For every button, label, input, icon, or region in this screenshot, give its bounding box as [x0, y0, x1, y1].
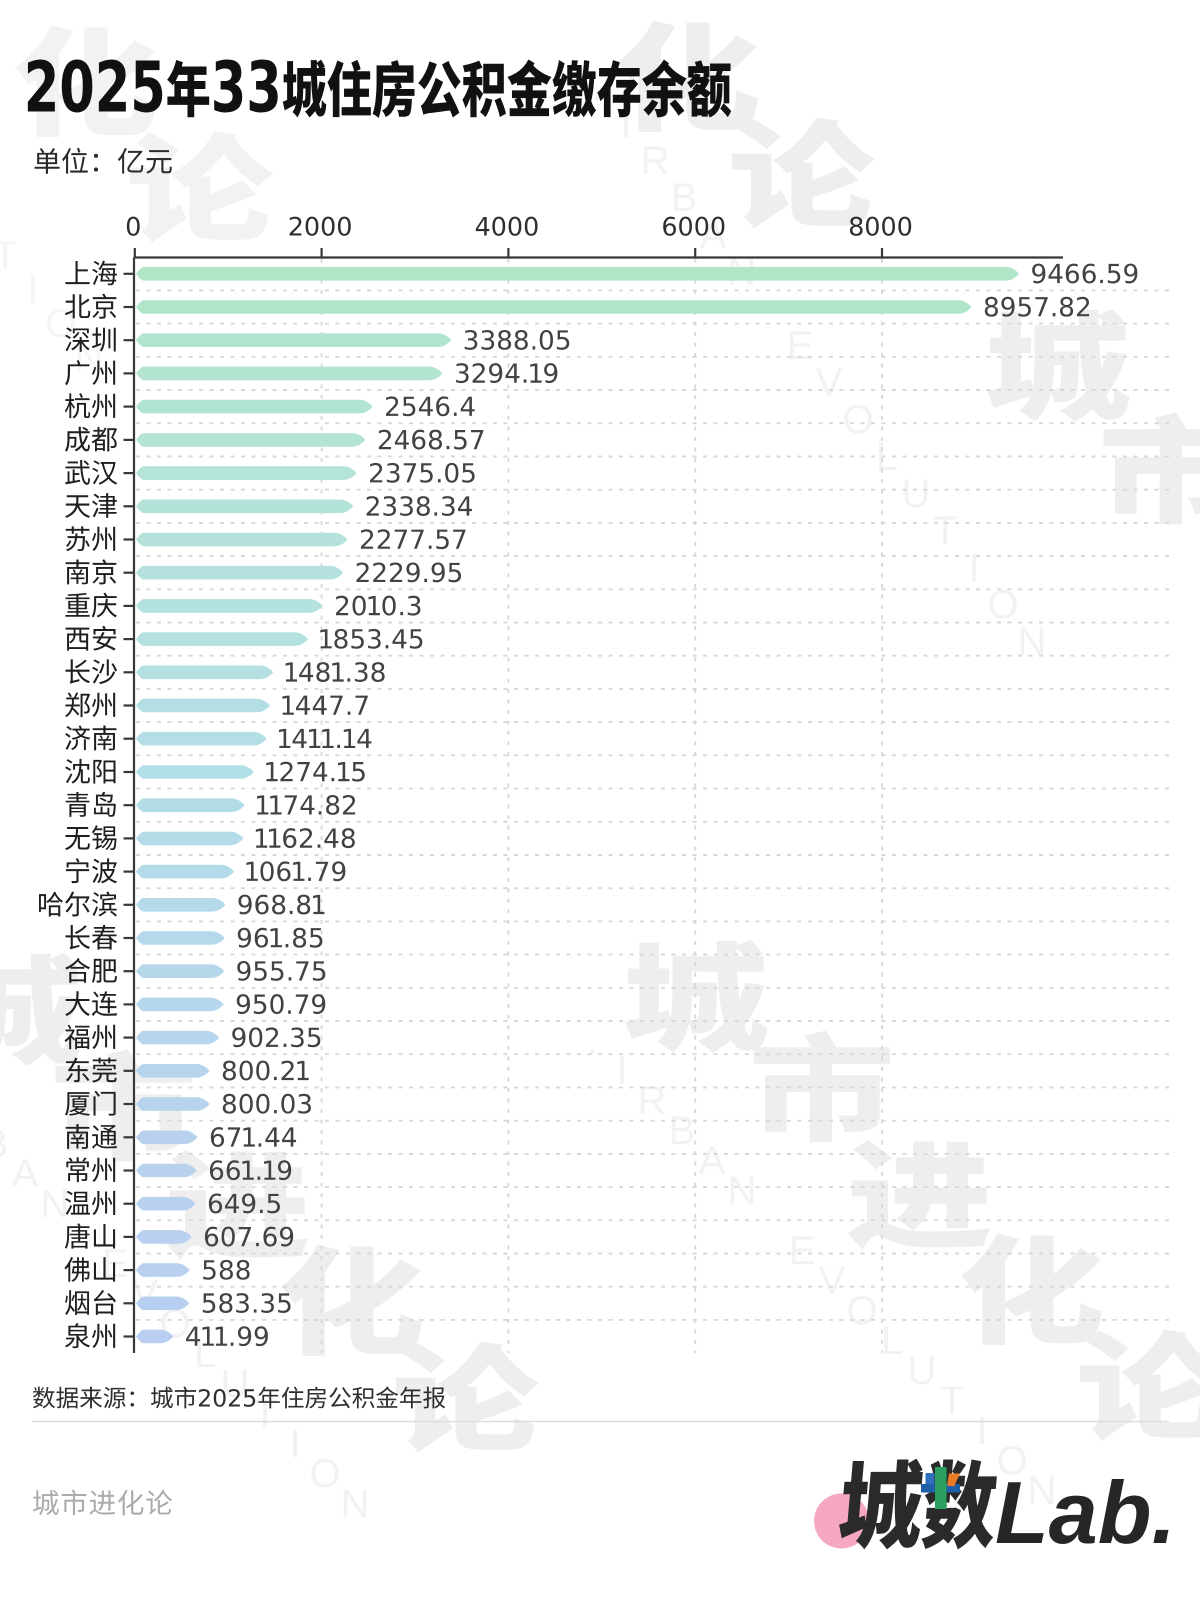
svg-text:E: E [789, 1229, 816, 1273]
svg-text:I: I [616, 1049, 627, 1093]
svg-text:O: O [309, 1452, 340, 1496]
svg-text:A: A [699, 1139, 726, 1183]
svg-text:T: T [0, 234, 17, 278]
svg-text:N: N [1028, 1469, 1057, 1513]
svg-text:U: U [902, 472, 931, 516]
svg-text:B: B [669, 1109, 696, 1153]
svg-text:O: O [996, 1439, 1027, 1483]
svg-text:.: . [591, 65, 602, 109]
svg-text:.: . [586, 1019, 597, 1063]
svg-text:I: I [289, 1422, 300, 1466]
svg-text:T: T [253, 1392, 277, 1436]
svg-text:U: U [908, 1349, 937, 1393]
svg-text:L: L [194, 1332, 216, 1376]
svg-text:E: E [787, 324, 814, 368]
svg-text:B: B [0, 1122, 8, 1166]
svg-text:O: O [842, 398, 873, 442]
svg-text:L: L [881, 1319, 903, 1363]
svg-text:L: L [876, 435, 898, 479]
svg-text:I: I [620, 102, 631, 146]
svg-text:V: V [819, 1259, 846, 1303]
svg-text:O: O [987, 583, 1018, 627]
svg-text:O: O [45, 302, 76, 346]
svg-text:R: R [641, 139, 670, 183]
svg-text:T: T [933, 509, 957, 553]
svg-text:N: N [728, 1169, 757, 1213]
svg-text:Lab.: Lab. [995, 1463, 1176, 1562]
svg-text:N: N [1018, 620, 1047, 664]
svg-text:B: B [671, 176, 698, 220]
svg-text:I: I [976, 1409, 987, 1453]
svg-text:N: N [41, 1182, 70, 1226]
svg-text:I: I [968, 546, 979, 590]
svg-text:N: N [341, 1482, 370, 1526]
svg-text:T: T [940, 1379, 964, 1423]
svg-text:I: I [27, 268, 38, 312]
svg-text:V: V [816, 361, 843, 405]
svg-text:R: R [638, 1079, 667, 1123]
svg-text:O: O [846, 1289, 877, 1333]
svg-text:A: A [12, 1152, 39, 1196]
